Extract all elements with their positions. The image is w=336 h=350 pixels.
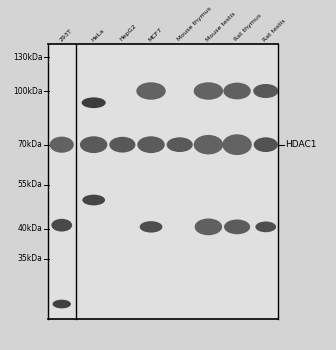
Ellipse shape (140, 221, 162, 232)
Ellipse shape (50, 136, 74, 153)
Ellipse shape (254, 137, 278, 152)
Ellipse shape (194, 82, 223, 100)
Ellipse shape (80, 136, 108, 153)
Text: HeLa: HeLa (90, 28, 105, 42)
Text: 100kDa: 100kDa (13, 86, 43, 96)
Text: Mouse thymus: Mouse thymus (176, 6, 212, 42)
Text: MCF7: MCF7 (148, 27, 163, 42)
Ellipse shape (223, 83, 251, 99)
Text: 40kDa: 40kDa (18, 224, 43, 233)
Ellipse shape (109, 137, 135, 153)
Text: Mouse testis: Mouse testis (205, 11, 236, 42)
Ellipse shape (52, 300, 71, 308)
Text: 293T: 293T (58, 28, 73, 42)
Ellipse shape (82, 97, 106, 108)
Text: 55kDa: 55kDa (18, 181, 43, 189)
Ellipse shape (255, 222, 276, 232)
Text: Rat testis: Rat testis (262, 18, 287, 42)
Ellipse shape (51, 219, 72, 232)
Text: 70kDa: 70kDa (18, 140, 43, 149)
Text: HDAC1: HDAC1 (285, 140, 317, 149)
Text: 35kDa: 35kDa (18, 254, 43, 263)
Ellipse shape (167, 137, 193, 152)
Ellipse shape (222, 134, 252, 155)
Ellipse shape (194, 135, 223, 154)
FancyBboxPatch shape (47, 44, 279, 319)
Ellipse shape (224, 219, 250, 234)
Ellipse shape (253, 84, 278, 98)
Ellipse shape (136, 82, 166, 100)
Ellipse shape (137, 136, 165, 153)
Text: HepG2: HepG2 (119, 23, 137, 42)
Ellipse shape (82, 195, 105, 205)
Text: Rat thymus: Rat thymus (234, 13, 263, 42)
Text: 130kDa: 130kDa (13, 53, 43, 62)
Ellipse shape (195, 218, 222, 235)
